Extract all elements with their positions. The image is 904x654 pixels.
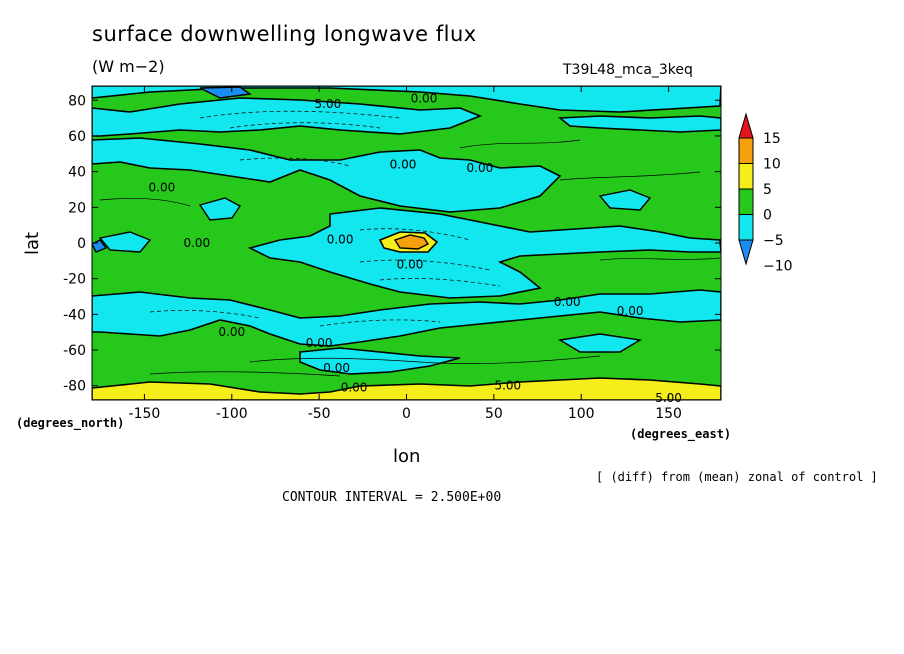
colorbar-segment <box>738 239 754 266</box>
chart-units: (W m−2) <box>92 57 165 76</box>
contour-label: 5.00 <box>655 391 682 405</box>
contour-interval: CONTOUR INTERVAL = 2.500E+00 <box>282 490 502 505</box>
x-tick-label: 50 <box>485 406 503 422</box>
colorbar-label: 15 <box>763 131 781 147</box>
y-axis: 80 60 40 20 0 -20 -40 -60 -80 <box>63 93 721 395</box>
contour-label: 0.00 <box>327 232 354 246</box>
contour-label: 0.00 <box>554 295 581 309</box>
x-axis: -150 -100 -50 0 50 100 150 <box>129 86 682 422</box>
negative-region-north-3 <box>557 115 721 133</box>
negative-patch-3 <box>598 189 652 211</box>
colorbar-label: 0 <box>763 208 772 224</box>
colorbar-label: −10 <box>763 259 793 275</box>
y-tick-label: -20 <box>63 272 86 288</box>
contour-label: 0.00 <box>390 158 417 172</box>
x-axis-title: lon <box>393 446 421 467</box>
colorbar-segment <box>738 163 754 190</box>
positive-region-south <box>92 377 721 400</box>
y-tick-label: 40 <box>68 165 86 181</box>
contour-label: 0.00 <box>306 336 333 350</box>
negative-core-1 <box>199 86 252 99</box>
colorbar-label: −5 <box>763 233 784 249</box>
difference-note: [ (diff) from (mean) zonal of control ] <box>596 470 878 484</box>
run-label: T39L48_mca_3keq <box>563 62 693 78</box>
contour-labels: 5.00 0.00 0.00 0.00 0.00 0.00 0.00 0.00 0.00 0.00… <box>149 91 682 405</box>
contour-label: 0.00 <box>149 181 176 195</box>
positive-contours <box>99 139 721 377</box>
colorbar-segment <box>738 188 754 215</box>
contour-label: 5.00 <box>494 379 521 393</box>
y-tick-label: 80 <box>68 93 86 109</box>
y-tick-label: -40 <box>63 307 86 323</box>
contour-label: 0.00 <box>617 304 644 318</box>
negative-patch-1 <box>198 197 242 221</box>
x-tick-label: 0 <box>402 406 411 422</box>
y-tick-label: -80 <box>63 379 86 395</box>
y-tick-label: -60 <box>63 343 86 359</box>
x-tick-label: 100 <box>568 406 595 422</box>
x-axis-units: (degrees_east) <box>630 427 732 441</box>
x-tick-label: -100 <box>216 406 248 422</box>
x-tick-label: 150 <box>655 406 682 422</box>
negative-patch-4 <box>557 333 643 353</box>
y-tick-label: 60 <box>68 129 86 145</box>
y-axis-units: (degrees_north) <box>16 416 125 430</box>
colorbar-segment <box>738 214 754 241</box>
contour-label: 0.00 <box>218 325 245 339</box>
chart-title: surface downwelling longwave flux <box>92 22 477 46</box>
colorbar: 15 10 5 0 −5 −10 <box>738 112 793 275</box>
colorbar-label: 5 <box>763 182 772 198</box>
y-axis-title: lat <box>22 231 43 255</box>
positive-core-equator-orange <box>393 234 430 250</box>
contour-label: 0.00 <box>467 161 494 175</box>
colorbar-segment <box>738 112 754 139</box>
negative-patch-2 <box>98 231 152 253</box>
x-tick-label: -50 <box>308 406 331 422</box>
negative-region-south <box>92 289 721 347</box>
contour-label: 0.00 <box>397 257 424 271</box>
shaded-field <box>92 86 721 400</box>
contour-label: 5.00 <box>315 97 342 111</box>
contour-label: 0.00 <box>183 236 210 250</box>
negative-region-south-2 <box>299 347 461 375</box>
negative-region-central <box>247 207 721 299</box>
y-tick-label: 0 <box>77 236 86 252</box>
negative-region-north-2 <box>92 137 562 213</box>
contour-label: 0.00 <box>411 91 438 105</box>
contour-label: 0.00 <box>323 361 350 375</box>
negative-contours <box>149 110 501 327</box>
colorbar-label: 10 <box>763 157 781 173</box>
y-tick-label: 20 <box>68 200 86 216</box>
x-tick-label: -150 <box>129 406 161 422</box>
contour-label: 0.00 <box>341 381 368 395</box>
colorbar-segment <box>738 137 754 164</box>
